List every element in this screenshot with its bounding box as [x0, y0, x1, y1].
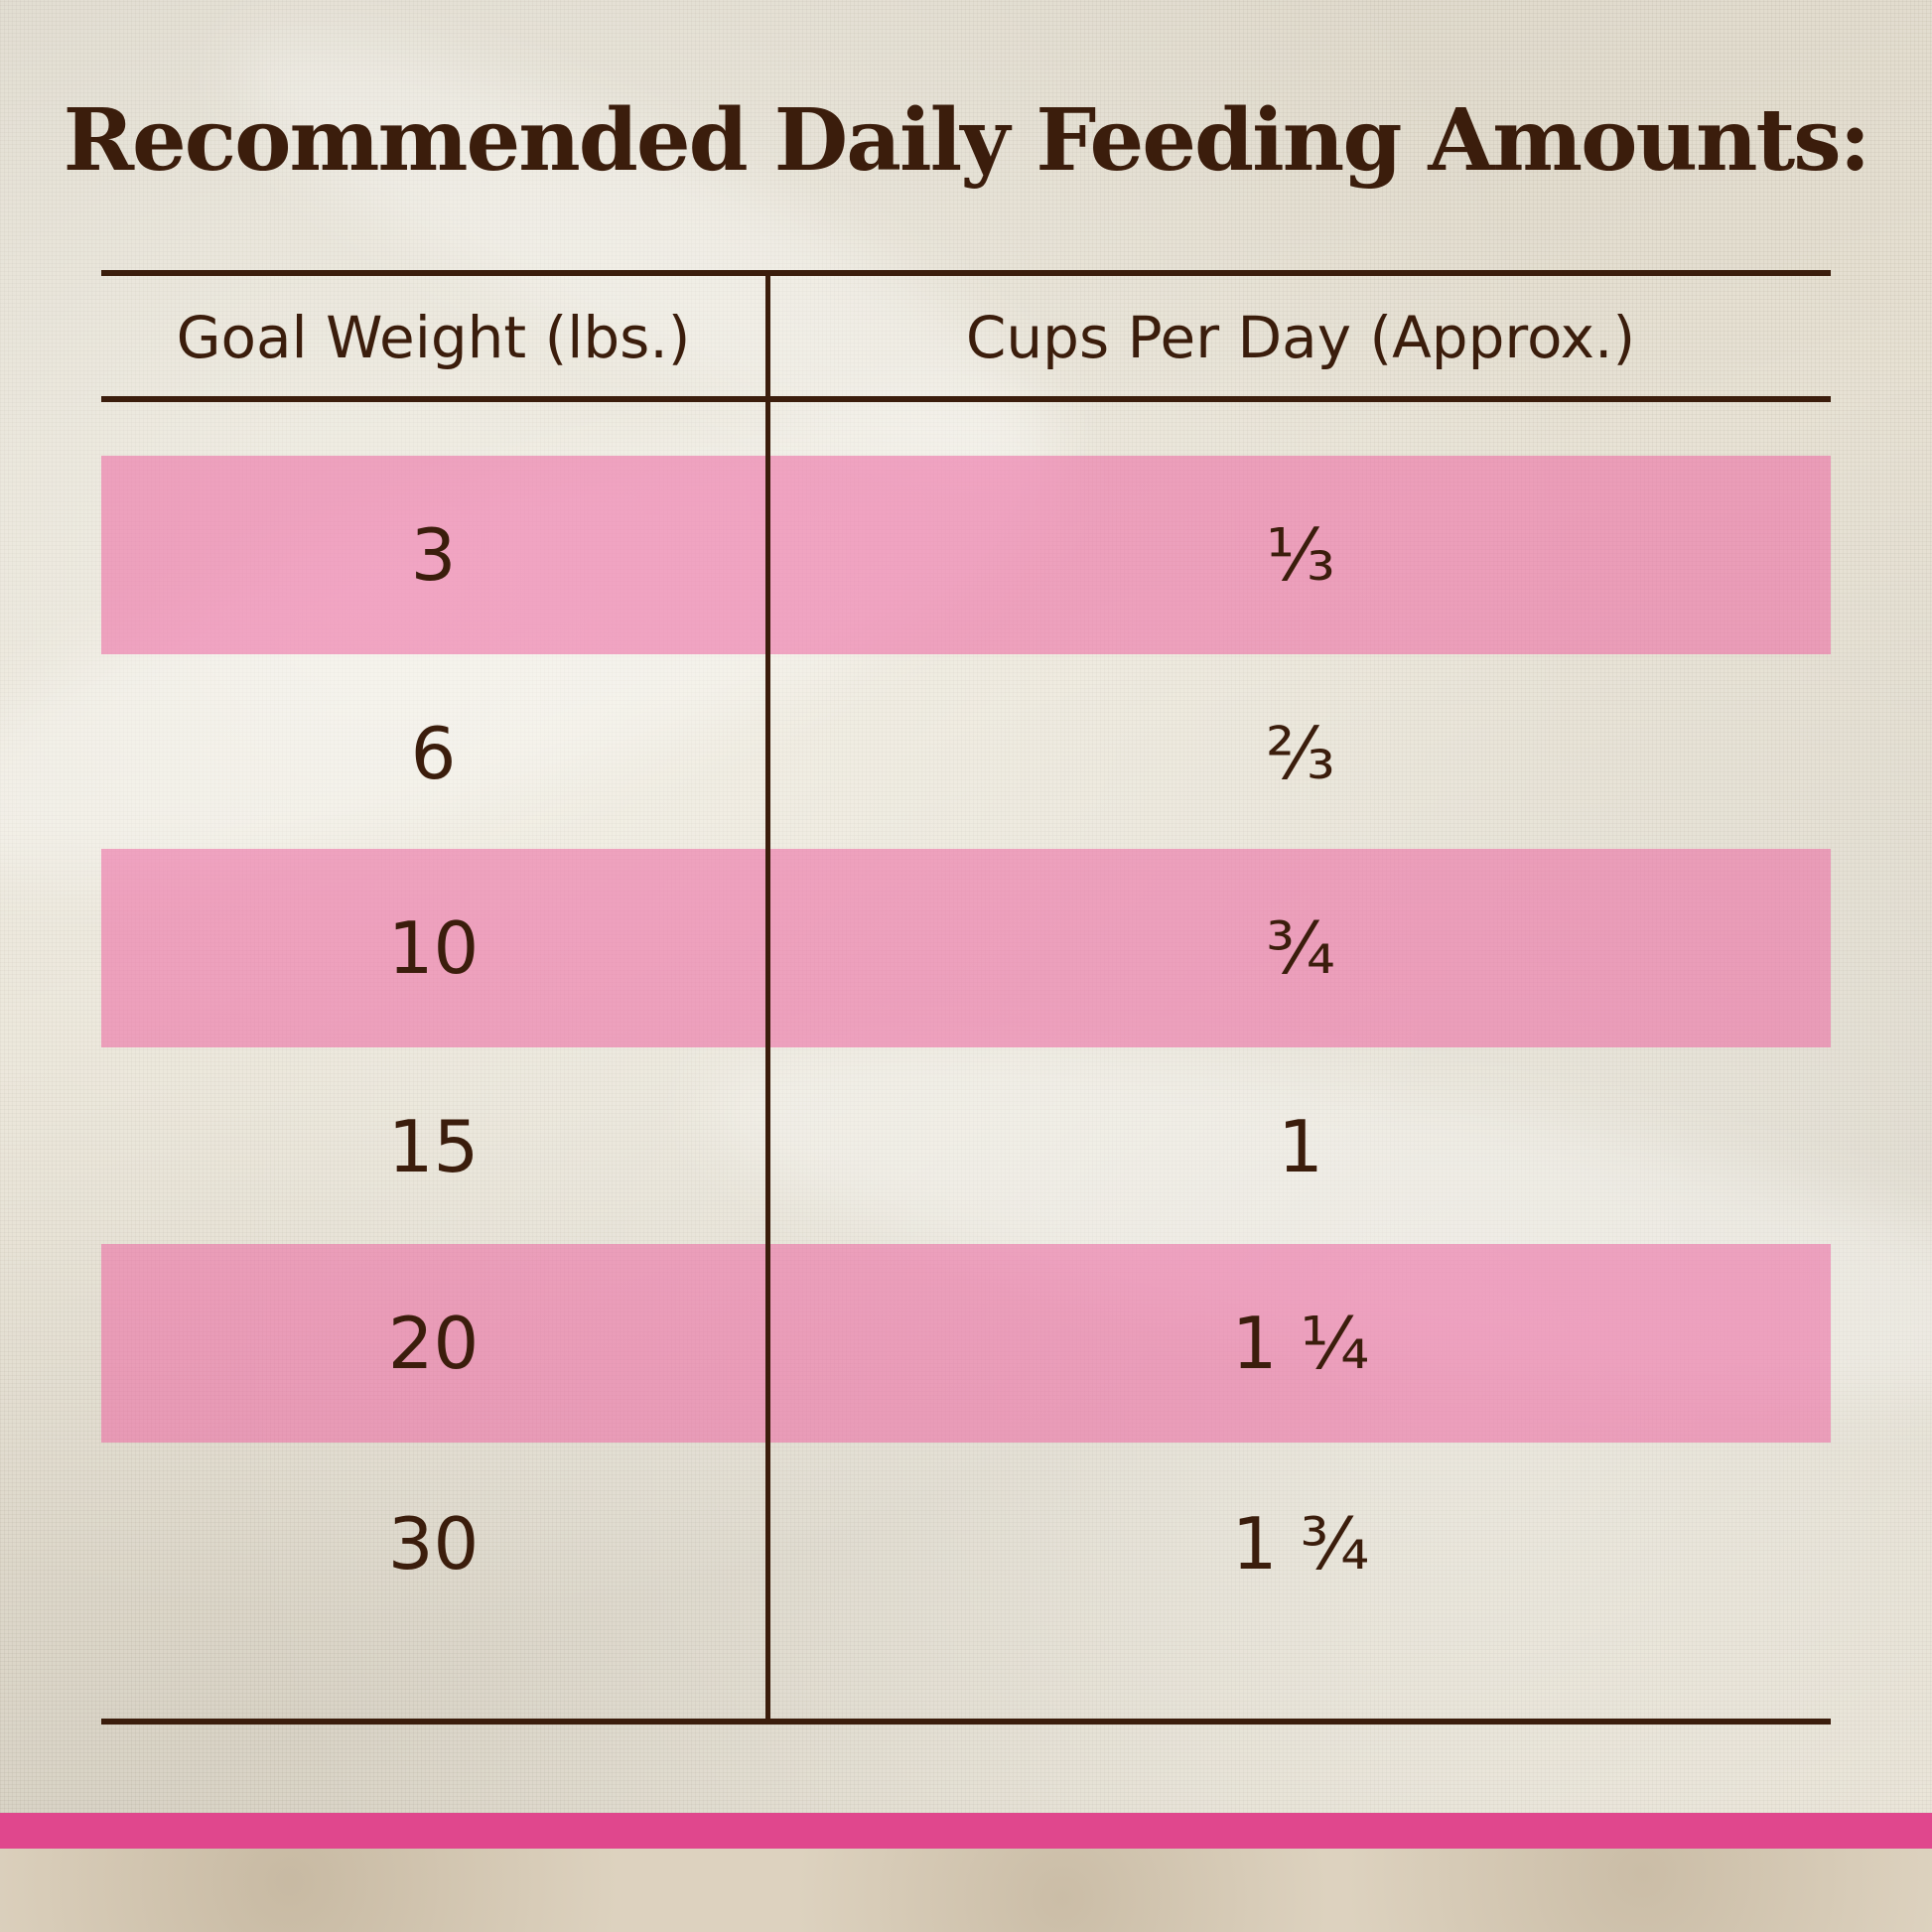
- cups-per-day-cell: ⅓: [1266, 513, 1335, 597]
- goal-weight-cell: 15: [387, 1105, 480, 1188]
- goal-weight-cell: 30: [387, 1502, 480, 1586]
- cups-per-day-cell: 1: [1278, 1105, 1323, 1188]
- fabric-fold: [198, 0, 1093, 527]
- footer-accent-bar: [0, 1813, 1932, 1849]
- column-header-goal-weight: Goal Weight (lbs.): [176, 304, 691, 371]
- table-row-highlight: [101, 849, 1831, 1047]
- page-title: Recommended Daily Feeding Amounts:: [63, 90, 1871, 191]
- table-row-highlight: [101, 456, 1831, 654]
- cups-per-day-cell: ¾: [1266, 906, 1335, 990]
- goal-weight-cell: 20: [387, 1302, 480, 1385]
- column-header-cups-per-day: Cups Per Day (Approx.): [965, 304, 1636, 371]
- goal-weight-cell: 3: [410, 513, 457, 597]
- cups-per-day-cell: 1 ¼: [1231, 1302, 1370, 1385]
- table-row-highlight: [101, 1244, 1831, 1443]
- goal-weight-cell: 6: [410, 712, 457, 795]
- column-divider: [765, 273, 770, 1723]
- table-bottom-rule: [101, 1719, 1831, 1725]
- table-top-rule: [101, 270, 1831, 276]
- cups-per-day-cell: 1 ¾: [1231, 1502, 1370, 1586]
- cups-per-day-cell: ⅔: [1266, 712, 1335, 795]
- footer-stone-texture: [0, 1849, 1932, 1932]
- goal-weight-cell: 10: [387, 906, 480, 990]
- header-bottom-rule: [101, 396, 1831, 402]
